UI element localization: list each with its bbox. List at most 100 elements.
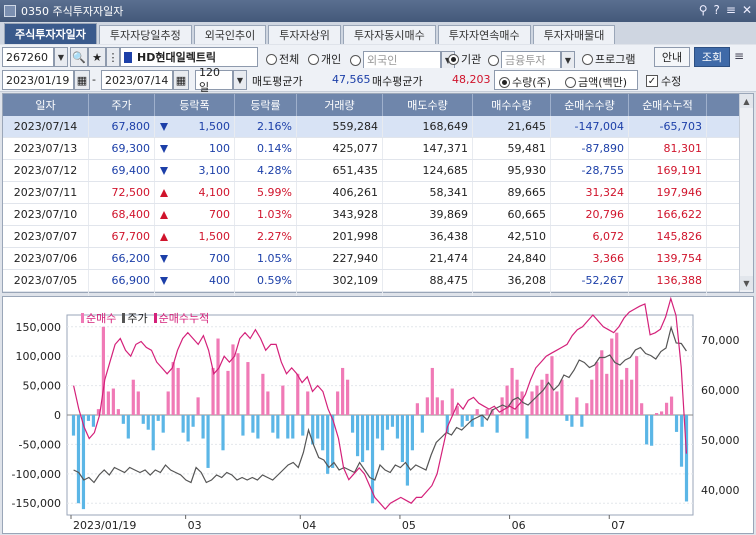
net-buy-bar	[121, 415, 125, 424]
calendar-icon[interactable]: ▦	[74, 70, 90, 90]
column-header[interactable]: 순매수누적	[629, 94, 707, 116]
cell-sell-qty: 168,649	[383, 116, 473, 137]
start-date-input[interactable]: 2023/01/19	[2, 70, 74, 90]
net-buy-bar	[246, 362, 250, 415]
column-header[interactable]: 매도수량	[383, 94, 473, 116]
fin-dropdown-icon[interactable]: ▼	[561, 51, 575, 69]
radio-foreign[interactable]: 외국인▼	[350, 51, 455, 69]
net-buy-bar	[166, 391, 170, 415]
table-row[interactable]: 2023/07/10 68,400 700 1.03% 343,928 39,869 60,…	[3, 204, 753, 226]
table-row[interactable]: 2023/07/06 66,200 700 1.05% 227,940 21,474 24,…	[3, 248, 753, 270]
menu-icon[interactable]: ≡	[725, 3, 736, 17]
cell-change: 700	[155, 204, 235, 225]
net-buy-bar	[470, 415, 474, 427]
help-icon[interactable]: ?	[713, 3, 720, 17]
column-header[interactable]: 거래량	[297, 94, 383, 116]
code-dropdown-icon[interactable]: ▼	[54, 47, 68, 67]
radio-quantity[interactable]: 수량(주)	[499, 74, 551, 90]
table-row[interactable]: 2023/07/05 66,900 400 0.59% 302,109 88,475 36,…	[3, 270, 753, 292]
legend-item-net-buy: 순매수	[81, 310, 116, 326]
scroll-track[interactable]	[740, 108, 753, 276]
radio-institution[interactable]: 기관	[448, 51, 481, 67]
column-header[interactable]: 일자	[3, 94, 89, 116]
table-row[interactable]: 2023/07/13 69,300 100 0.14% 425,077 147,371 59…	[3, 138, 753, 160]
net-buy-bar	[655, 413, 659, 415]
cell-change-rate: 0.59%	[235, 270, 297, 291]
market-flag-icon	[124, 51, 132, 63]
table-row[interactable]: 2023/07/11 72,500 4,100 5.99% 406,261 58,341 8…	[3, 182, 753, 204]
net-buy-bar	[435, 397, 439, 415]
net-buy-bar	[645, 415, 649, 445]
tab-investor-estimate[interactable]: 투자자당일추정	[98, 25, 192, 44]
net-buy-bar	[640, 403, 644, 415]
period-dropdown-icon[interactable]: ▼	[233, 70, 247, 90]
column-header[interactable]: 순매수수량	[551, 94, 629, 116]
tab-investor-top[interactable]: 투자자상위	[268, 25, 341, 44]
cell-change: 1,500	[155, 226, 235, 247]
search-icon[interactable]: 🔍	[70, 47, 88, 67]
guide-button[interactable]: 안내	[654, 47, 690, 67]
net-buy-bar	[490, 409, 494, 415]
toolbar-menu-icon[interactable]: ≡	[734, 49, 745, 63]
cell-change-rate: 2.27%	[235, 226, 297, 247]
chart-svg: 150,000 100,000 50,000 0 -50,000 -100,000 -150…	[12, 296, 740, 532]
period-select[interactable]: 120일	[195, 66, 233, 94]
cell-sell-qty: 39,869	[383, 204, 473, 225]
tab-investor-consec-buy[interactable]: 투자자연속매수	[437, 25, 531, 44]
scroll-up-icon[interactable]: ▲	[740, 94, 753, 108]
tab-investor-simul-buy[interactable]: 투자자동시매수	[342, 25, 436, 44]
radio-individual[interactable]: 개인	[308, 51, 341, 67]
radio-label: 금액(백만)	[578, 76, 628, 89]
pin-icon[interactable]: ⚲	[698, 3, 708, 17]
adjusted-checkbox[interactable]: ✓ 수정	[646, 73, 681, 89]
table-row[interactable]: 2023/07/07 67,700 1,500 2.27% 201,998 36,438 4…	[3, 226, 753, 248]
app-icon	[4, 5, 16, 17]
net-buy-cum-line	[73, 296, 687, 511]
table-row[interactable]: 2023/07/14 67,800 1,500 2.16% 559,284 168,649…	[3, 116, 753, 138]
tab-foreign-trend[interactable]: 외국인추이	[193, 25, 267, 44]
legend-label: 순매수	[86, 312, 117, 325]
cell-net-buy: -28,755	[551, 160, 629, 181]
net-buy-bar	[86, 415, 91, 421]
favorite-star-icon[interactable]: ★	[88, 47, 106, 67]
net-buy-bar	[331, 415, 335, 468]
cell-price: 69,400	[89, 160, 155, 181]
cell-net-buy-cum: 169,191	[629, 160, 707, 181]
column-header[interactable]: 등락폭	[155, 94, 235, 116]
net-buy-bar	[201, 415, 205, 439]
left-tick-label: 50,000	[23, 380, 62, 393]
vertical-scrollbar[interactable]: ▲ ▼	[739, 94, 753, 292]
scroll-down-icon[interactable]: ▼	[740, 276, 753, 290]
stock-code-input[interactable]: 267260	[2, 47, 54, 67]
column-header[interactable]: 매수수량	[473, 94, 551, 116]
net-buy-bar	[610, 338, 614, 415]
close-icon[interactable]: ✕	[741, 3, 752, 17]
net-buy-bar	[620, 379, 624, 415]
net-buy-bar	[669, 396, 674, 415]
end-date-input[interactable]: 2023/07/14	[101, 70, 173, 90]
net-buy-bar	[146, 415, 150, 430]
column-header[interactable]: 주가	[89, 94, 155, 116]
cell-change: 1,500	[155, 116, 235, 137]
x-tick-label: 05	[402, 519, 416, 532]
radio-amount[interactable]: 금액(백만)	[565, 74, 627, 90]
radio-all[interactable]: 전체	[266, 51, 299, 67]
table-row[interactable]: 2023/07/12 69,400 3,100 4.28% 651,435 124,685…	[3, 160, 753, 182]
net-buy-bar	[395, 415, 400, 439]
radio-circle-icon	[488, 54, 499, 66]
cell-date: 2023/07/06	[3, 248, 89, 269]
more-options-icon[interactable]: ⋮	[106, 47, 120, 67]
net-buy-bar	[545, 373, 549, 415]
column-header[interactable]: 등락률	[235, 94, 297, 116]
radio-program[interactable]: 프로그램	[582, 51, 635, 67]
cell-net-buy-cum: 136,388	[629, 270, 707, 291]
left-tick-label: -100,000	[12, 468, 61, 481]
radio-circle-icon	[582, 53, 593, 65]
cell-date: 2023/07/07	[3, 226, 89, 247]
radio-financial-invest[interactable]: 금융투자 ▼	[488, 51, 575, 69]
change-value: 700	[209, 208, 230, 221]
calendar-icon[interactable]: ▦	[173, 70, 189, 90]
search-button[interactable]: 조회	[694, 47, 730, 67]
tab-investor-daily[interactable]: 주식투자자일자	[4, 23, 97, 44]
tab-investor-volume-profile[interactable]: 투자자매물대	[532, 25, 616, 44]
